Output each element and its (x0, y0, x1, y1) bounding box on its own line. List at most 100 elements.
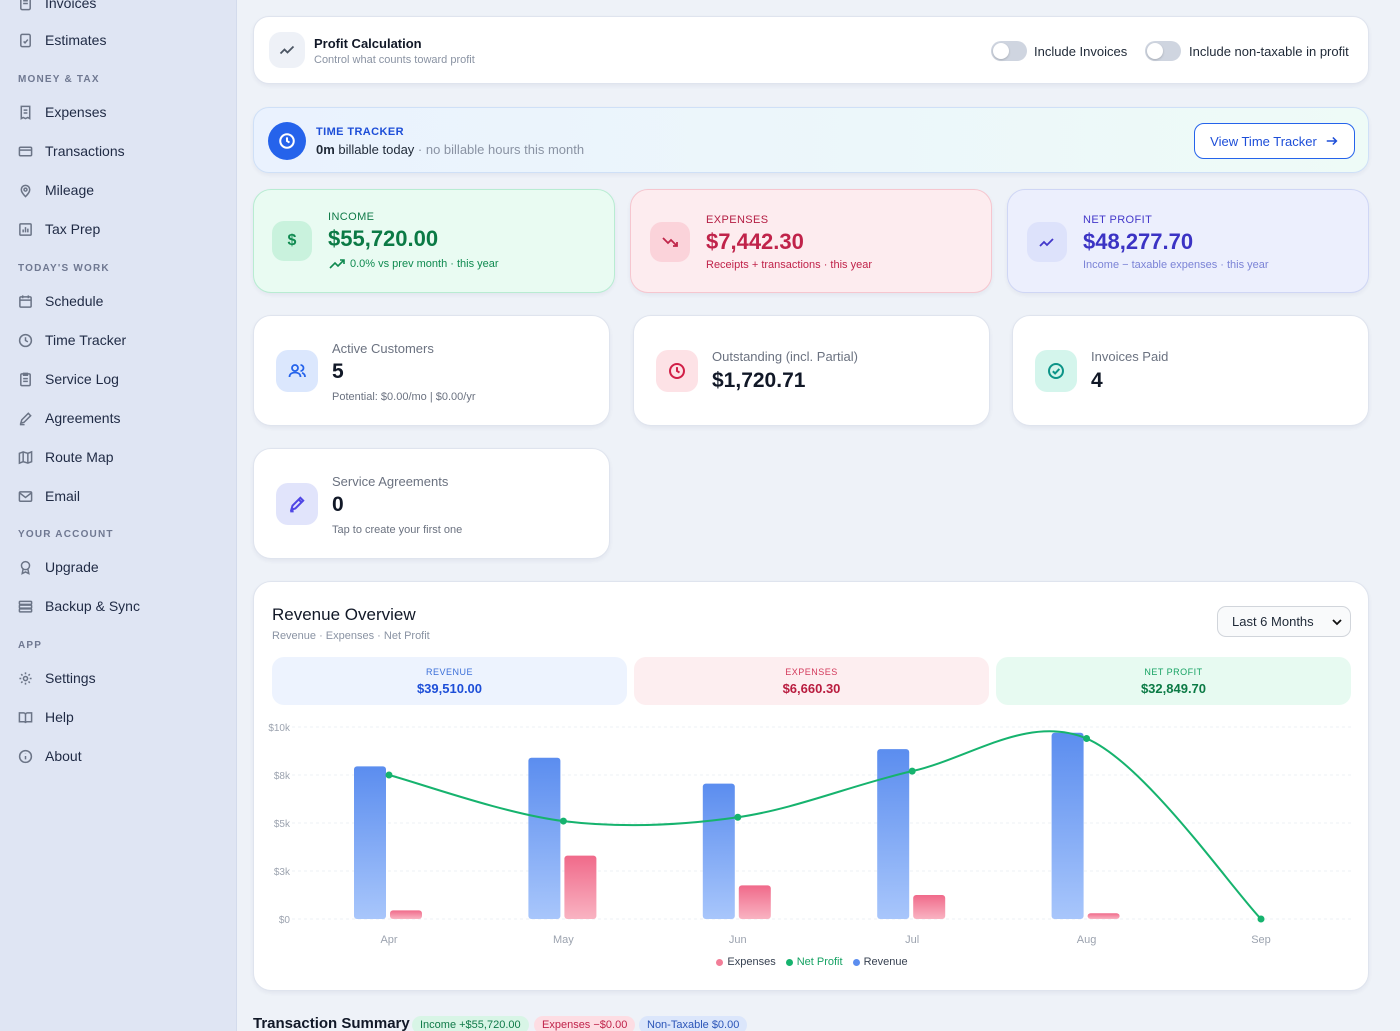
expenses-card[interactable]: EXPENSES $7,442.30 Receipts + transactio… (630, 189, 992, 293)
x-tick-label: May (553, 934, 574, 946)
sidebar-item-label: Settings (45, 670, 96, 686)
summary-label: NET PROFIT (1144, 667, 1203, 677)
sidebar-item-settings[interactable]: Settings (17, 666, 96, 690)
sidebar-item-about[interactable]: About (17, 744, 82, 768)
invoice-icon (17, 0, 33, 11)
section-title: APP (18, 640, 43, 651)
time-tracker-banner: TIME TRACKER 0m billable today · no bill… (253, 107, 1369, 173)
view-time-tracker-label: View Time Tracker (1210, 133, 1317, 149)
expenses-pill: Expenses −$0.00 (534, 1016, 636, 1031)
service-agreements-sub: Tap to create your first one (332, 524, 463, 536)
sidebar-item-label: Invoices (45, 0, 97, 11)
active-customers-sub: Potential: $0.00/mo | $0.00/yr (332, 391, 476, 403)
estimate-icon (17, 32, 33, 48)
summary-value: $32,849.70 (1140, 681, 1207, 696)
clock-icon (17, 332, 33, 348)
summary-value: $6,660.30 (782, 681, 841, 696)
sidebar-item-label: Tax Prep (45, 221, 101, 237)
revenue-bar (877, 749, 910, 919)
expenses-bar (1087, 913, 1120, 919)
sidebar-item-label: Service Log (45, 371, 119, 387)
service-agreements-card[interactable]: Service Agreements 0 Tap to create your … (253, 448, 610, 559)
include-invoices-label: Include Invoices (1034, 44, 1128, 59)
active-customers-card[interactable]: Active Customers 5 Potential: $0.00/mo |… (253, 315, 610, 426)
clock-icon (268, 122, 306, 160)
legend-item-net-profit[interactable]: Net Profit (785, 956, 843, 968)
trend-up-icon (329, 259, 345, 269)
sidebar-item-route-map[interactable]: Route Map (17, 445, 113, 469)
expenses-summary-box: EXPENSES $6,660.30 (634, 657, 989, 705)
invoices-paid-card[interactable]: Invoices Paid 4 (1012, 315, 1369, 426)
service-agreements-value: 0 (332, 493, 344, 516)
map-icon (17, 449, 33, 465)
sidebar-item-label: Estimates (45, 32, 107, 48)
sidebar-item-schedule[interactable]: Schedule (17, 289, 103, 313)
legend-item-expenses[interactable]: Expenses (716, 956, 776, 968)
y-tick-label: $0 (279, 915, 291, 926)
net-profit-point (908, 767, 916, 775)
sidebar-item-help[interactable]: Help (17, 705, 74, 729)
x-tick-label: Apr (380, 934, 397, 946)
sidebar-item-backup-sync[interactable]: Backup & Sync (17, 594, 140, 618)
sidebar-item-time-tracker[interactable]: Time Tracker (17, 328, 126, 352)
time-tracker-value: 0m (316, 142, 335, 157)
chevron-down-icon (1332, 619, 1342, 626)
include-nontaxable-toggle[interactable] (1145, 41, 1181, 61)
sidebar-item-label: Time Tracker (45, 332, 127, 348)
expenses-value: $7,442.30 (706, 229, 804, 254)
pin-icon (17, 182, 33, 198)
active-customers-label: Active Customers (332, 341, 434, 356)
y-tick-label: $3k (274, 867, 291, 878)
include-invoices-toggle[interactable] (991, 41, 1027, 61)
trend-icon (269, 32, 305, 68)
y-tick-label: $5k (274, 819, 291, 830)
sidebar-item-estimates[interactable]: Estimates (17, 28, 106, 52)
outstanding-card[interactable]: Outstanding (incl. Partial) $1,720.71 (633, 315, 990, 426)
time-tracker-note: · no billable hours this month (414, 142, 585, 157)
legend-swatch (716, 958, 724, 966)
time-tracker-status: 0m billable today · no billable hours th… (316, 142, 584, 157)
dollar-icon: $ (272, 221, 312, 261)
sidebar-item-tax-prep[interactable]: Tax Prep (17, 217, 100, 241)
time-tracker-label: TIME TRACKER (316, 126, 404, 138)
sidebar-item-label: Agreements (45, 410, 121, 426)
range-select[interactable]: Last 6 Months (1217, 606, 1351, 637)
pen-icon (276, 483, 318, 525)
book-icon (17, 709, 33, 725)
sidebar-item-transactions[interactable]: Transactions (17, 139, 125, 163)
trend-down-icon (650, 222, 690, 262)
sidebar-item-upgrade[interactable]: Upgrade (17, 555, 99, 579)
y-tick-label: $8k (274, 771, 291, 782)
outstanding-value: $1,720.71 (712, 369, 806, 392)
sidebar-item-label: Expenses (45, 104, 107, 120)
net-profit-card[interactable]: NET PROFIT $48,277.70 Income − taxable e… (1007, 189, 1369, 293)
section-title: MONEY & TAX (18, 74, 100, 85)
arrow-right-icon (1326, 136, 1338, 146)
summary-label: EXPENSES (785, 667, 838, 677)
legend-label: Expenses (727, 956, 776, 968)
revenue-bar (702, 783, 735, 919)
chart-legend: Expenses Net Profit Revenue (254, 956, 1370, 968)
card-icon (17, 143, 33, 159)
view-time-tracker-button[interactable]: View Time Tracker (1194, 123, 1355, 159)
legend-item-revenue[interactable]: Revenue (852, 956, 908, 968)
sidebar-item-label: Route Map (45, 449, 114, 465)
invoices-paid-label: Invoices Paid (1091, 349, 1169, 364)
sidebar-item-invoices[interactable]: Invoices (17, 0, 96, 15)
service-agreements-label: Service Agreements (332, 474, 449, 489)
sidebar-item-mileage[interactable]: Mileage (17, 178, 94, 202)
net-profit-line (388, 730, 1262, 920)
invoices-paid-value: 4 (1091, 369, 1103, 392)
sidebar-item-expenses[interactable]: Expenses (17, 100, 106, 124)
y-tick-label: $10k (268, 723, 291, 734)
list-icon (17, 371, 33, 387)
sidebar-item-agreements[interactable]: Agreements (17, 406, 120, 430)
x-tick-label: Sep (1251, 934, 1271, 946)
revenue-overview-card: Revenue Overview Revenue · Expenses · Ne… (253, 581, 1369, 991)
income-sub: 0.0% vs prev month · this year (350, 258, 499, 270)
sidebar-item-service-log[interactable]: Service Log (17, 367, 119, 391)
income-card[interactable]: $ INCOME $55,720.00 0.0% vs prev month ·… (253, 189, 615, 293)
sidebar-item-label: Backup & Sync (45, 598, 140, 614)
expenses-bar (564, 855, 597, 919)
sidebar-item-email[interactable]: Email (17, 484, 80, 508)
